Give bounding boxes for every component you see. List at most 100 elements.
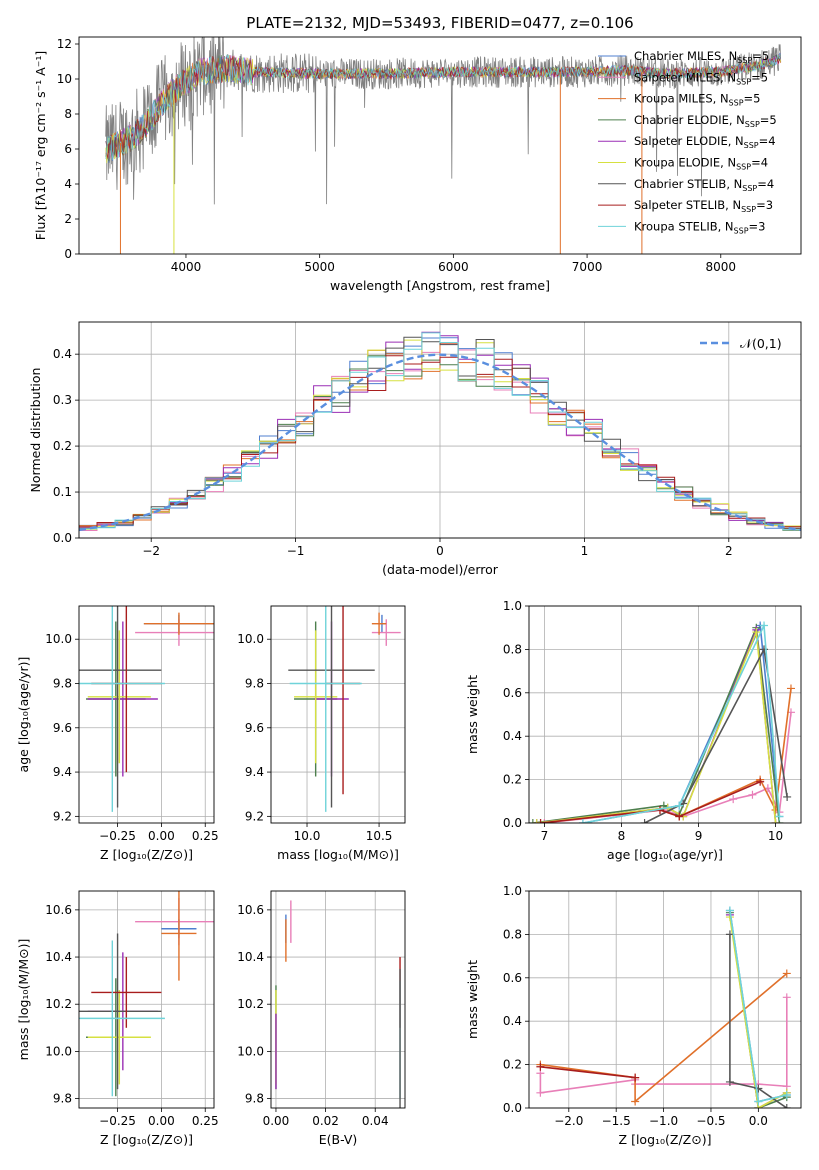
x-tick-label: 6000 xyxy=(438,260,469,274)
y-tick-label: 9.4 xyxy=(53,765,72,779)
y-tick-label: 0.0 xyxy=(503,1101,522,1115)
weight-point-marker xyxy=(782,993,791,1002)
x-tick-label: 9 xyxy=(695,829,703,843)
y-tick-label: 10.4 xyxy=(45,950,72,964)
spectrum-frame xyxy=(78,36,802,255)
weight-line-4 xyxy=(536,629,777,823)
y-tick-label: 9.6 xyxy=(245,721,264,735)
weight_vs_Z-panel: −2.0 −1.5 −1.0 −0.5 0.0 0.0 0.2 0.4 0.6 0.8 1.0 Z [… xyxy=(465,884,802,1147)
y-tick-label: 10.0 xyxy=(237,1044,264,1058)
y-tick-label: 0.0 xyxy=(53,531,72,545)
weight-point-marker xyxy=(760,621,769,630)
age_vs_Z-panel: −0.25 0.00 0.25 9.2 9.4 9.6 9.8 10.0 Z [log₁₀(Z/… xyxy=(16,605,219,862)
y-tick-label: 10.0 xyxy=(45,1044,72,1058)
y-tick-label: 0.2 xyxy=(503,773,522,787)
weight-point-marker xyxy=(748,790,757,799)
y-tick-label: 0.4 xyxy=(503,1014,522,1028)
age_vs_mass-xlabel: mass [log₁₀(M/M⊙)] xyxy=(277,847,399,862)
age_vs_mass-plot-area xyxy=(288,606,401,812)
legend-entry-8: Kroupa STELIB, NSSP=3 xyxy=(634,219,765,235)
y-tick-label: 9.8 xyxy=(245,1092,264,1106)
x-tick-label: 0.00 xyxy=(148,1114,175,1128)
weight_vs_Z-plot-area xyxy=(536,906,791,1108)
y-tick-label: 0.6 xyxy=(503,971,522,985)
mass_vs_Z-ylabel: mass [log₁₀(M/M⊙)] xyxy=(16,939,31,1061)
weight-line-2 xyxy=(540,688,792,823)
y-tick-label: 1.0 xyxy=(503,599,522,613)
age_vs_mass-panel: 10.0 10.5 9.2 9.4 9.6 9.8 10.0 mass [log₁₀(M/M⊙… xyxy=(237,605,406,862)
x-tick-label: −0.25 xyxy=(99,829,136,843)
weight-point-marker xyxy=(725,1077,734,1086)
legend-entry-7: Salpeter STELIB, NSSP=3 xyxy=(634,198,773,214)
weight-point-marker xyxy=(782,1104,791,1108)
y-tick-label: 8 xyxy=(64,107,72,121)
mass_vs_ebv-frame xyxy=(270,890,406,1109)
age_vs_Z-xlabel: Z [log₁₀(Z/Z⊙)] xyxy=(100,847,193,862)
weight-line-7 xyxy=(540,1066,636,1079)
age_vs_mass-frame xyxy=(270,605,406,824)
y-tick-label: 10.2 xyxy=(45,997,72,1011)
y-tick-label: 10.0 xyxy=(45,632,72,646)
legend-entry-0: Chabrier MILES, NSSP=5 xyxy=(634,49,769,65)
x-tick-label: −0.5 xyxy=(696,1114,725,1128)
y-tick-label: 0.4 xyxy=(53,347,72,361)
residuals-ylabel: Normed distribution xyxy=(28,368,43,493)
weight-point-marker xyxy=(631,1073,640,1082)
mass_vs_Z-panel: −0.25 0.00 0.25 9.8 10.0 10.2 10.4 10.6 Z [log₁₀… xyxy=(16,890,219,1147)
x-tick-label: 8000 xyxy=(706,260,737,274)
weight-line-2 xyxy=(540,972,788,1104)
mass_vs_Z-xlabel: Z [log₁₀(Z/Z⊙)] xyxy=(100,1132,193,1147)
x-tick-label: −1 xyxy=(287,544,305,558)
weight-point-marker xyxy=(783,792,792,801)
y-tick-label: 9.8 xyxy=(53,1092,72,1106)
figure-title: PLATE=2132, MJD=53493, FIBERID=0477, z=0… xyxy=(246,14,633,32)
weight-point-marker xyxy=(725,930,734,939)
x-tick-label: 0.25 xyxy=(192,829,219,843)
y-tick-label: 2 xyxy=(64,212,72,226)
spectrum-panel: 4000 5000 6000 7000 8000 0 2 4 6 8 10 12 wavelength … xyxy=(33,36,802,293)
x-tick-label: 10.0 xyxy=(294,829,321,843)
y-tick-label: 0.8 xyxy=(503,642,522,656)
y-tick-label: 9.2 xyxy=(53,809,72,823)
y-tick-label: 0.1 xyxy=(53,485,72,499)
x-tick-label: −2.0 xyxy=(554,1114,583,1128)
legend-entry-1: Salpeter MILES, NSSP=5 xyxy=(634,70,768,86)
weight-point-marker xyxy=(578,819,587,823)
residuals-plot-area xyxy=(79,331,801,532)
mass_vs_ebv-plot-area xyxy=(275,900,401,1108)
residuals-panel: −2 −1 0 1 2 0.0 0.1 0.2 0.3 0.4 (data-model)/error… xyxy=(28,321,802,577)
weight_vs_age-xlabel: age [log₁₀(age/yr)] xyxy=(607,847,723,862)
mass_vs_Z-frame xyxy=(78,890,215,1109)
weight-point-marker xyxy=(729,795,738,804)
x-tick-label: −2 xyxy=(142,544,160,558)
weight-point-marker xyxy=(756,777,765,786)
mass_vs_ebv-panel: 0.00 0.02 0.04 9.8 10.0 10.2 10.4 10.6 E(B-V) xyxy=(237,890,406,1147)
y-tick-label: 0.2 xyxy=(503,1058,522,1072)
weight-point-marker xyxy=(675,812,684,821)
legend-entry-2: Kroupa MILES, NSSP=5 xyxy=(634,92,760,108)
x-tick-label: 7000 xyxy=(572,260,603,274)
weight-point-marker xyxy=(782,1090,791,1099)
weight-point-marker xyxy=(536,1088,545,1097)
x-tick-label: 0.0 xyxy=(749,1114,768,1128)
x-tick-label: −1.5 xyxy=(602,1114,631,1128)
y-tick-label: 10.4 xyxy=(237,950,264,964)
y-tick-label: 0.3 xyxy=(53,393,72,407)
weight-line-3 xyxy=(532,624,781,823)
y-tick-label: 10.6 xyxy=(45,903,72,917)
weight-point-marker xyxy=(754,1097,763,1106)
weight-point-marker xyxy=(752,628,761,637)
weight_vs_age-frame xyxy=(528,605,802,824)
legend-entry-3: Chabrier ELODIE, NSSP=5 xyxy=(634,113,777,129)
x-tick-label: 0.04 xyxy=(362,1114,389,1128)
x-tick-label: 0 xyxy=(436,544,444,558)
spectrum-legend: Chabrier MILES, NSSP=5 Salpeter MILES, NS… xyxy=(598,49,777,235)
y-tick-label: 9.6 xyxy=(53,721,72,735)
y-tick-label: 10 xyxy=(57,72,72,86)
y-tick-label: 0 xyxy=(64,247,72,261)
x-tick-label: 5000 xyxy=(304,260,335,274)
weight-point-marker xyxy=(775,812,784,821)
plots-layer: 4000 5000 6000 7000 8000024681012wavelength … xyxy=(16,36,802,1147)
weight-line-6 xyxy=(644,646,788,823)
y-tick-label: 9.8 xyxy=(53,677,72,691)
